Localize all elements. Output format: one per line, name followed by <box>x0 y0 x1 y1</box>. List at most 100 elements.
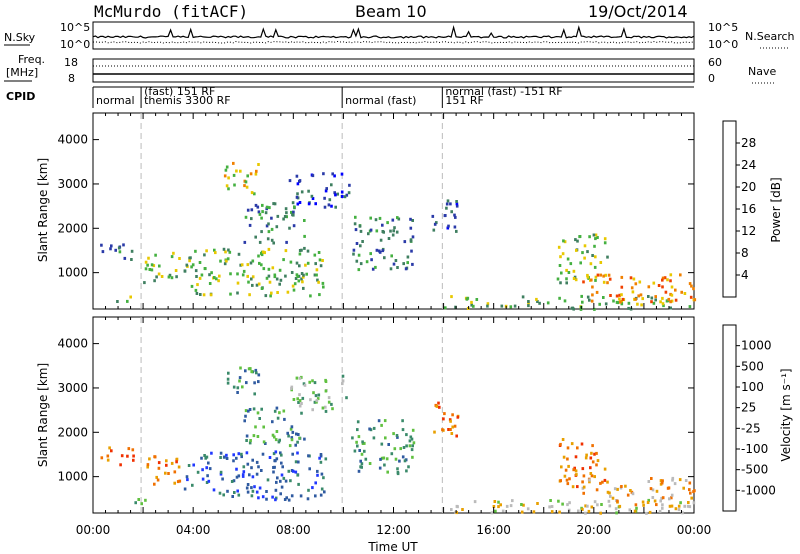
echo-cell <box>538 301 541 305</box>
echo-cell <box>223 174 227 178</box>
echo-cell <box>261 495 265 499</box>
echo-cell <box>227 176 230 180</box>
echo-cell <box>119 463 122 467</box>
echo-cell <box>681 511 684 515</box>
echo-cell <box>126 454 129 458</box>
echo-cell <box>389 229 392 233</box>
y-tick-label: 3000 <box>57 177 88 191</box>
echo-cell <box>273 273 277 277</box>
echo-cell <box>316 278 319 282</box>
echo-cell <box>198 276 202 280</box>
echo-cell <box>621 297 625 301</box>
echo-cell <box>594 233 598 237</box>
echo-cell <box>391 218 395 222</box>
echo-cell <box>313 400 317 404</box>
echo-cell <box>248 441 252 445</box>
x-tick-label: 04:00 <box>176 523 211 537</box>
echo-cell <box>317 280 320 284</box>
echo-cell <box>596 459 600 463</box>
colorbar-tick-label: 100 <box>741 380 764 394</box>
echo-cell <box>618 293 621 297</box>
echo-cell <box>557 499 560 503</box>
echo-cell <box>274 488 278 492</box>
echo-cell <box>562 455 566 459</box>
echo-cell <box>127 447 131 451</box>
echo-cell <box>631 290 635 294</box>
x-tick-label: 08:00 <box>276 523 311 537</box>
echo-cell <box>240 455 243 459</box>
echo-cell <box>682 486 685 490</box>
echo-cell <box>408 444 412 448</box>
echo-cell <box>599 481 602 485</box>
echo-cell <box>237 452 241 456</box>
echo-cell <box>247 409 250 413</box>
echo-cell <box>153 279 156 283</box>
echo-cell <box>292 210 295 214</box>
echo-cell <box>219 472 223 476</box>
echo-cell <box>225 184 229 188</box>
echo-cell <box>317 251 321 254</box>
echo-cell <box>194 269 198 273</box>
echo-cell <box>449 428 452 431</box>
echo-cell <box>205 249 208 253</box>
echo-cell <box>257 496 260 500</box>
echo-cell <box>405 469 408 473</box>
echo-cell <box>262 440 266 444</box>
echo-cell <box>437 401 440 405</box>
echo-cell <box>598 302 601 306</box>
echo-cell <box>296 202 300 206</box>
echo-cell <box>647 295 650 298</box>
echo-cell <box>298 201 302 204</box>
echo-cell <box>257 163 260 166</box>
echo-cell <box>526 507 530 511</box>
echo-cell <box>311 174 315 178</box>
echo-cell <box>354 215 357 219</box>
echo-cell <box>210 271 213 275</box>
echo-cell <box>325 187 328 191</box>
echo-cell <box>207 479 211 483</box>
echo-cell <box>584 504 587 508</box>
echo-cell <box>178 479 182 483</box>
echo-cell <box>624 484 627 488</box>
echo-cell <box>275 457 279 461</box>
echo-cell <box>595 290 599 294</box>
echo-cell <box>375 248 379 252</box>
echo-cell <box>221 477 224 481</box>
echo-cell <box>132 458 135 462</box>
echo-cell <box>449 419 452 423</box>
echo-cell <box>298 180 301 183</box>
echo-cell <box>670 493 674 497</box>
echo-cell <box>290 210 293 214</box>
echo-cell <box>274 498 277 502</box>
echo-cell <box>264 442 267 445</box>
velocity-ylabel: Slant Range [km] <box>36 363 50 467</box>
echo-cell <box>662 304 665 308</box>
cpid-segment-label-upper: (fast) 151 RF <box>144 85 215 98</box>
echo-cell <box>226 257 230 261</box>
echo-cell <box>186 478 189 482</box>
echo-cell <box>626 493 630 497</box>
echo-cell <box>386 221 389 225</box>
echo-cell <box>252 407 256 411</box>
echo-cell <box>233 491 236 494</box>
echo-cell <box>227 248 230 252</box>
echo-cell <box>497 505 500 509</box>
echo-cell <box>568 477 571 481</box>
echo-cell <box>669 300 672 304</box>
echo-cell <box>256 411 260 415</box>
colorbar-tick-label: -25 <box>741 421 761 435</box>
echo-cell <box>203 454 206 457</box>
echo-cell <box>405 433 408 437</box>
echo-cell <box>222 247 226 251</box>
echo-cell <box>664 290 668 294</box>
echo-cell <box>213 248 216 252</box>
echo-cell <box>232 453 235 457</box>
echo-cell <box>311 408 314 412</box>
echo-cell <box>167 472 170 475</box>
echo-cell <box>225 457 229 460</box>
echo-cell <box>384 436 387 440</box>
echo-cell <box>285 211 288 215</box>
echo-cell <box>303 383 307 387</box>
echo-cell <box>229 292 232 296</box>
echo-cell <box>297 460 300 464</box>
